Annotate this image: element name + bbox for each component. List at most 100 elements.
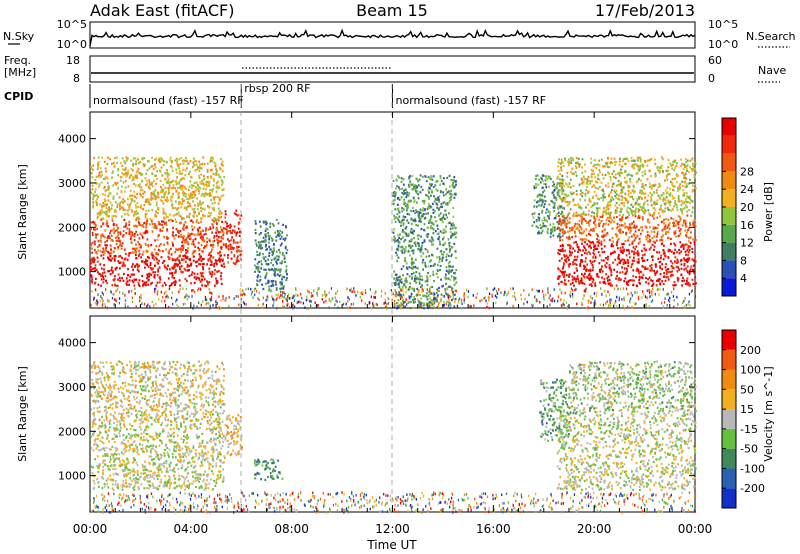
power-cell (679, 228, 682, 231)
power-cell (213, 272, 216, 275)
power-cell (561, 200, 564, 203)
power-cell (669, 162, 672, 165)
power-cell (639, 189, 642, 192)
power-cell (178, 169, 181, 173)
nsky-panel (89, 21, 696, 49)
power-cell (674, 177, 676, 180)
power-cell (678, 252, 681, 255)
power-cell (417, 184, 420, 187)
power-cell (137, 220, 140, 223)
power-cell (177, 211, 180, 214)
power-cell (613, 251, 616, 254)
power-cell (165, 266, 168, 269)
power-cell (627, 239, 630, 242)
power-cell (453, 278, 456, 281)
power-cell (284, 225, 287, 228)
power-cell (208, 281, 211, 284)
power-cell (135, 257, 138, 260)
power-cell (591, 180, 593, 183)
power-cell (626, 199, 629, 202)
power-cell (417, 224, 419, 227)
power-cell (210, 244, 212, 247)
power-cell (558, 252, 561, 256)
power-cell (183, 199, 186, 202)
power-cell (161, 200, 164, 203)
power-cell (642, 254, 644, 257)
power-cell (686, 279, 688, 282)
power-cell (674, 231, 677, 234)
power-cell (533, 221, 536, 224)
power-cell (442, 177, 445, 180)
power-cell (255, 222, 257, 225)
power-cell (598, 178, 601, 181)
power-cell (257, 241, 260, 244)
power-cell (419, 278, 422, 281)
power-cell (435, 272, 438, 275)
power-cell (127, 209, 129, 212)
power-cell (659, 184, 662, 188)
power-cell (193, 226, 196, 229)
power-cell (537, 289, 539, 293)
power-cell (202, 214, 204, 217)
power-cell (664, 198, 666, 201)
power-cell (563, 217, 566, 220)
power-cell (567, 163, 570, 167)
power-cell (574, 222, 577, 225)
power-cell (419, 208, 422, 211)
power-cell (206, 281, 209, 284)
power-cell (430, 206, 433, 209)
power-cell (217, 219, 220, 222)
power-cell (187, 198, 190, 201)
power-cell (671, 250, 673, 253)
power-cell (397, 186, 400, 189)
power-cell (272, 269, 275, 272)
power-cell (593, 217, 596, 220)
power-cell (108, 210, 111, 213)
power-cell (414, 189, 417, 193)
power-cell (571, 292, 574, 296)
power-cell (117, 239, 120, 242)
power-cell (679, 219, 682, 222)
power-cell (663, 202, 666, 205)
power-cell (417, 180, 419, 183)
power-cell (263, 268, 265, 271)
power-cell (640, 208, 643, 211)
power-cell (190, 242, 193, 246)
power-cell (688, 182, 690, 185)
power-cell (545, 211, 547, 214)
power-cell (683, 206, 686, 210)
power-cell (664, 225, 666, 229)
power-cell (445, 277, 448, 280)
power-cell (418, 272, 421, 275)
power-cell (100, 254, 103, 257)
power-cell (412, 232, 415, 236)
power-cell (399, 293, 402, 296)
power-cell (202, 268, 204, 271)
power-cell (116, 192, 118, 195)
power-cell (649, 226, 651, 229)
power-cell (692, 259, 695, 262)
power-cell (120, 200, 123, 203)
power-cell (607, 208, 610, 211)
power-cell (203, 233, 206, 236)
power-cell (135, 174, 138, 177)
power-cell (397, 256, 400, 259)
power-cell (640, 226, 642, 229)
power-cell (541, 177, 543, 180)
power-cell (630, 191, 632, 194)
power-cell (154, 271, 157, 274)
power-cell (585, 257, 587, 260)
power-cell (206, 170, 209, 173)
power-cell (560, 228, 563, 231)
power-cell (603, 245, 606, 248)
power-cell (217, 244, 219, 247)
power-cell (562, 215, 565, 218)
power-cell (424, 265, 427, 268)
power-cell (679, 164, 682, 167)
power-cell (124, 252, 127, 255)
power-cell (125, 175, 128, 178)
power-cell (604, 165, 606, 168)
power-cell (205, 245, 208, 248)
power-cell (436, 189, 439, 192)
power-cell (441, 231, 443, 234)
